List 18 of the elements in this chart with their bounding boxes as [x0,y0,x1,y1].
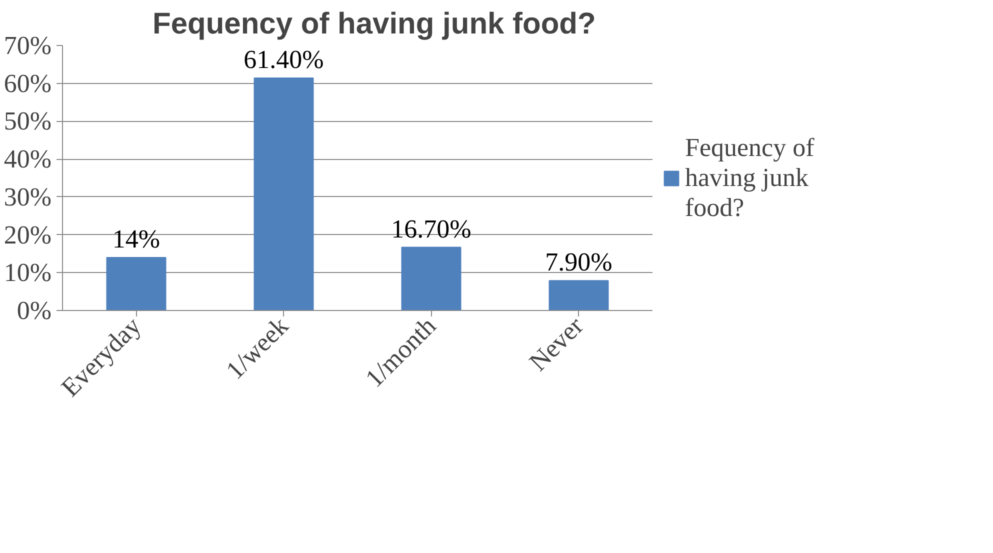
data-label: 16.70% [391,214,472,244]
y-tick-label: 40% [4,144,52,174]
legend-label: Fequency of having junk food? [685,132,814,222]
data-label: 61.40% [244,45,324,74]
chart-title: Fequency of having junk food? [152,8,596,40]
bar [548,280,609,310]
y-tick-label: 0% [16,296,52,325]
bar [401,246,462,310]
y-tick-label: 20% [4,220,52,250]
data-label: 7.90% [545,248,612,277]
y-tick-label: 70% [4,31,52,60]
y-tick-label: 10% [4,258,52,288]
y-tick-label: 60% [4,68,52,98]
data-label: 14% [112,224,160,254]
y-tick-label: 50% [4,106,52,136]
y-tick-label: 30% [4,182,52,212]
bar [106,257,166,310]
bar [254,78,314,310]
